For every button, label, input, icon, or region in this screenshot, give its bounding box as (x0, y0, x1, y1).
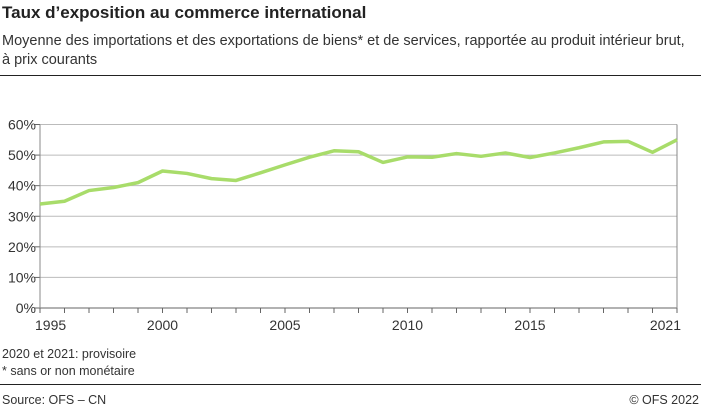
x-tick-label: 2005 (269, 317, 300, 333)
x-tick-label: 2000 (147, 317, 178, 333)
source: Source: OFS – CN (2, 393, 107, 407)
chart-subtitle: Moyenne des importations et des exportat… (2, 33, 685, 68)
line-chart: 0% 10% 20% 30% 40% 50% 60% 1995 2000 2005 2010 2015… (8, 117, 681, 334)
y-tick-label: 0% (16, 300, 36, 316)
note-provisional: 2020 et 2021: provisoire (2, 347, 137, 361)
y-tick-label: 50% (8, 147, 36, 163)
x-tick-label: 2021 (650, 317, 681, 333)
chart-title: Taux d’exposition au commerce internatio… (2, 3, 367, 22)
bottom-divider (0, 384, 701, 385)
y-tick-label: 30% (8, 208, 36, 224)
x-tick-label: 2015 (514, 317, 545, 333)
y-tick-label: 40% (8, 178, 36, 194)
y-tick-label: 10% (8, 269, 36, 285)
copyright: © OFS 2022 (629, 393, 699, 407)
x-tick-label: 1995 (35, 317, 66, 333)
x-tick-label: 2010 (392, 317, 423, 333)
y-tick-label: 60% (8, 117, 36, 133)
note-gold: * sans or non monétaire (2, 364, 135, 378)
series-line (39, 138, 678, 206)
y-tick-label: 20% (8, 239, 36, 255)
top-divider (0, 75, 701, 76)
